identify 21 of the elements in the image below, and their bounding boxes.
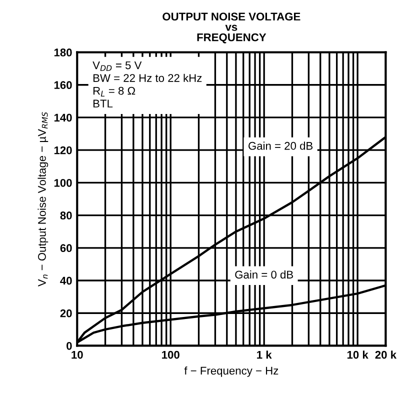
x-tick-label: 100 bbox=[162, 350, 180, 359]
text: Gain = 0 dB bbox=[235, 270, 293, 279]
annotation: V$_{DD}$ = 5 V BW = 22 Hz to 22 kHz R$_{L}$ = 8 Ω BTL bbox=[92, 61, 202, 108]
y-tick-label: 140 bbox=[54, 114, 72, 122]
text: Gain = 20 dB bbox=[248, 142, 313, 150]
x-tick-label: 20 k bbox=[375, 350, 397, 359]
y-tick-label: 40 bbox=[60, 276, 72, 285]
y-tick-label: 160 bbox=[54, 81, 72, 89]
y-tick-label: 60 bbox=[60, 244, 72, 252]
y-tick-label: 120 bbox=[54, 146, 72, 154]
y-tick-label: 20 bbox=[60, 309, 72, 318]
x-tick-label: 1 k bbox=[257, 350, 272, 359]
y-tick-label: 80 bbox=[60, 212, 72, 220]
y-tick-label: 180 bbox=[54, 48, 72, 56]
y-tick-label: 100 bbox=[54, 178, 72, 187]
x-tick-label: 10 k bbox=[347, 350, 368, 359]
x-tick-label: 10 bbox=[72, 350, 83, 359]
x-axis-title: f − Frequency − Hz bbox=[184, 366, 278, 377]
chart-title: OUTPUT NOISE VOLTAGE vs FREQUENCY bbox=[162, 12, 300, 44]
y-axis-title: V$_{n}$ − Output Noise Voltage − µV$_{RMS}$ bbox=[38, 112, 48, 286]
y-tick-label: 0 bbox=[66, 342, 72, 350]
